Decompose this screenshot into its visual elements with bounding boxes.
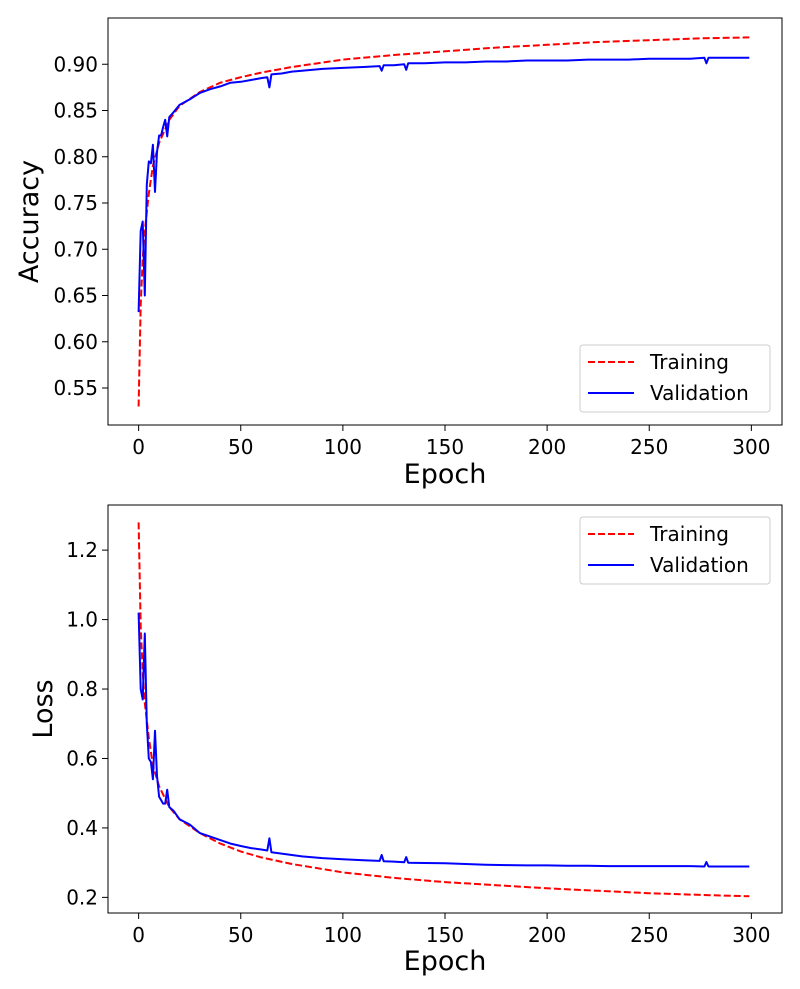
loss-x-axis: 0 50 100 150 200 250 300 [132,913,770,947]
accuracy-series [137,36,750,407]
loss-y-tick-label: 0.6 [66,746,98,770]
accuracy-y-axis: 0.55 0.60 0.65 0.70 0.75 0.80 0.85 0.90 [53,52,108,400]
accuracy-y-tick-label: 0.80 [53,145,98,169]
accuracy-y-label: Accuracy [14,160,45,283]
accuracy-y-tick-label: 0.85 [53,99,98,123]
accuracy-legend-validation-label: Validation [650,381,749,405]
accuracy-x-label: Epoch [404,459,487,490]
loss-y-tick-label: 0.8 [66,677,98,701]
loss-x-tick-label: 50 [228,923,253,947]
accuracy-x-tick-label: 0 [132,435,145,459]
loss-legend-training-label: Training [649,522,729,546]
loss-chart: 0 50 100 150 200 250 300 0.2 0.4 0.6 0.8 1.0 1.2 Ep… [28,504,783,977]
accuracy-x-tick-label: 250 [630,435,668,459]
accuracy-x-tick-label: 100 [324,435,362,459]
accuracy-training-line [137,36,750,407]
accuracy-legend-box [579,344,771,413]
accuracy-y-tick-label: 0.60 [53,330,98,354]
loss-validation-line [137,612,750,868]
loss-legend-validation-label: Validation [650,553,749,577]
accuracy-chart: 0 50 100 150 200 250 300 0.550.600.650.700.750… [14,17,783,490]
loss-x-tick-label: 250 [630,923,668,947]
accuracy-y-tick-label: 0.65 [53,284,98,308]
accuracy-legend: Training Validation [579,344,771,413]
loss-x-tick-label: 150 [426,923,464,947]
loss-y-tick-label: 1.2 [66,538,98,562]
accuracy-y-tick-label: 0.90 [53,52,98,76]
accuracy-y-tick-label: 0.75 [53,191,98,215]
loss-y-tick-label: 1.0 [66,608,98,632]
loss-y-tick-label: 0.2 [66,885,98,909]
accuracy-plot-frame [107,17,783,426]
loss-plot-frame [107,504,783,914]
accuracy-x-tick-label: 150 [426,435,464,459]
accuracy-x-tick-label: 50 [228,435,253,459]
loss-y-axis: 0.2 0.4 0.6 0.8 1.0 1.2 [66,538,108,909]
loss-y-tick-label: 0.4 [66,816,98,840]
accuracy-x-tick-label: 200 [528,435,566,459]
loss-x-tick-label: 0 [132,923,145,947]
accuracy-validation-line [137,56,750,313]
loss-x-tick-label: 300 [732,923,770,947]
loss-y-label: Loss [28,679,59,738]
loss-legend-box [579,516,771,585]
accuracy-y-tick-label: 0.55 [53,376,98,400]
loss-x-tick-label: 100 [324,923,362,947]
loss-x-tick-label: 200 [528,923,566,947]
accuracy-legend-training-label: Training [649,350,729,374]
loss-x-label: Epoch [404,946,487,977]
loss-legend: Training Validation [579,516,771,585]
accuracy-y-tick-label: 0.70 [53,237,98,261]
loss-series [137,522,750,898]
accuracy-x-tick-label: 300 [732,435,770,459]
accuracy-x-axis: 0 50 100 150 200 250 300 [132,425,770,459]
